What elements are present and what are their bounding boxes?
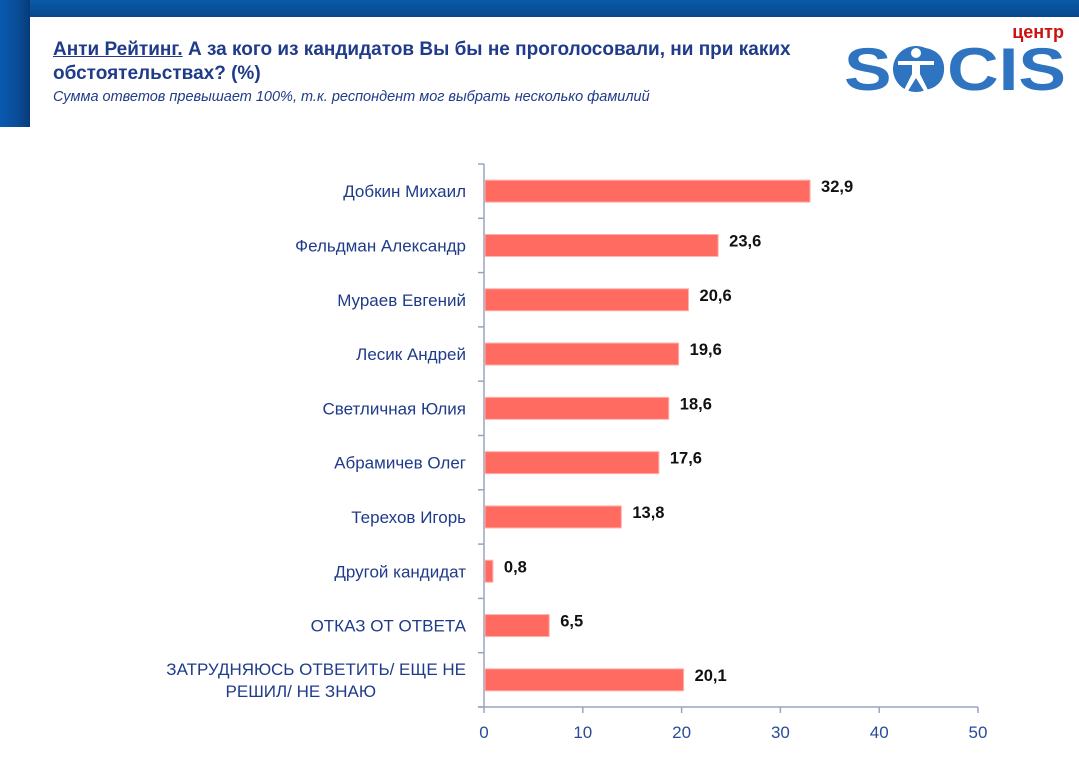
x-tick-label: 30 [771,723,790,742]
category-label: Лесик Андрей [356,345,466,364]
bar-value-label: 18,6 [680,395,712,413]
bar [484,614,550,638]
category-label-line: Лесик Андрей [356,345,466,364]
category-label: Светличная Юлия [323,399,467,418]
category-label: Терехов Игорь [351,508,466,527]
bar-value-label: 32,9 [821,178,853,196]
category-label: Другой кандидат [334,562,466,581]
page-subtitle: Сумма ответов превышает 100%, т.к. респо… [53,89,650,105]
x-tick-label: 50 [969,723,988,742]
bar-value-label: 20,1 [695,667,727,685]
logo-top-word: центр [1012,22,1064,42]
header-top-band [0,0,1079,17]
bar-value-label: 6,5 [560,613,583,631]
category-label-line: ЗАТРУДНЯЮСЬ ОТВЕТИТЬ/ ЕЩЕ НЕ [166,660,466,679]
category-label-line: Мураев Евгений [337,291,466,310]
category-label-line: Фельдман Александр [295,236,466,255]
category-label: Мураев Евгений [337,291,466,310]
bar [484,559,494,583]
bar [484,668,685,692]
bar-value-label: 23,6 [729,232,761,250]
bar-value-label: 13,8 [632,504,664,522]
category-label-line: Терехов Игорь [351,508,466,527]
bar-value-label: 19,6 [690,341,722,359]
socis-logo: центр SOCIS [844,22,1066,103]
bar-value-label: 20,6 [700,287,732,305]
category-label-line: РЕШИЛ/ НЕ ЗНАЮ [226,682,376,701]
x-tick-label: 0 [479,723,488,742]
bar [484,288,690,312]
category-label: Фельдман Александр [295,236,466,255]
bar [484,233,719,257]
bar [484,342,680,366]
title-underlined: Анти Рейтинг. [53,39,183,60]
category-label-line: Добкин Михаил [343,182,466,201]
title-rest: А за кого из кандидатов Вы бы не проголо… [53,39,791,84]
category-label-line: Абрамичев Олег [334,454,466,473]
bar [484,451,660,475]
bar [484,505,622,529]
bar-value-label: 17,6 [670,450,702,468]
bar [484,179,811,203]
category-label: Абрамичев Олег [334,454,466,473]
page-title: Анти Рейтинг. А за кого из кандидатов Вы… [53,38,813,86]
vitruvian-man-icon [893,46,939,92]
category-label: ЗАТРУДНЯЮСЬ ОТВЕТИТЬ/ ЕЩЕ НЕ РЕШИЛ/ НЕ ЗН… [166,660,466,701]
x-tick-label: 10 [573,723,592,742]
category-label: ОТКАЗ ОТ ОТВЕТА [311,617,467,636]
category-label: Добкин Михаил [343,182,466,201]
category-label-line: Другой кандидат [334,562,466,581]
x-tick-label: 20 [672,723,691,742]
bar-value-label: 0,8 [504,558,527,576]
x-tick-label: 40 [870,723,889,742]
logo-main-word: SOCIS [844,36,1066,103]
category-label-line: ОТКАЗ ОТ ОТВЕТА [311,617,467,636]
bar [484,396,670,420]
category-label-line: Светличная Юлия [323,399,467,418]
header-left-band [0,0,30,127]
